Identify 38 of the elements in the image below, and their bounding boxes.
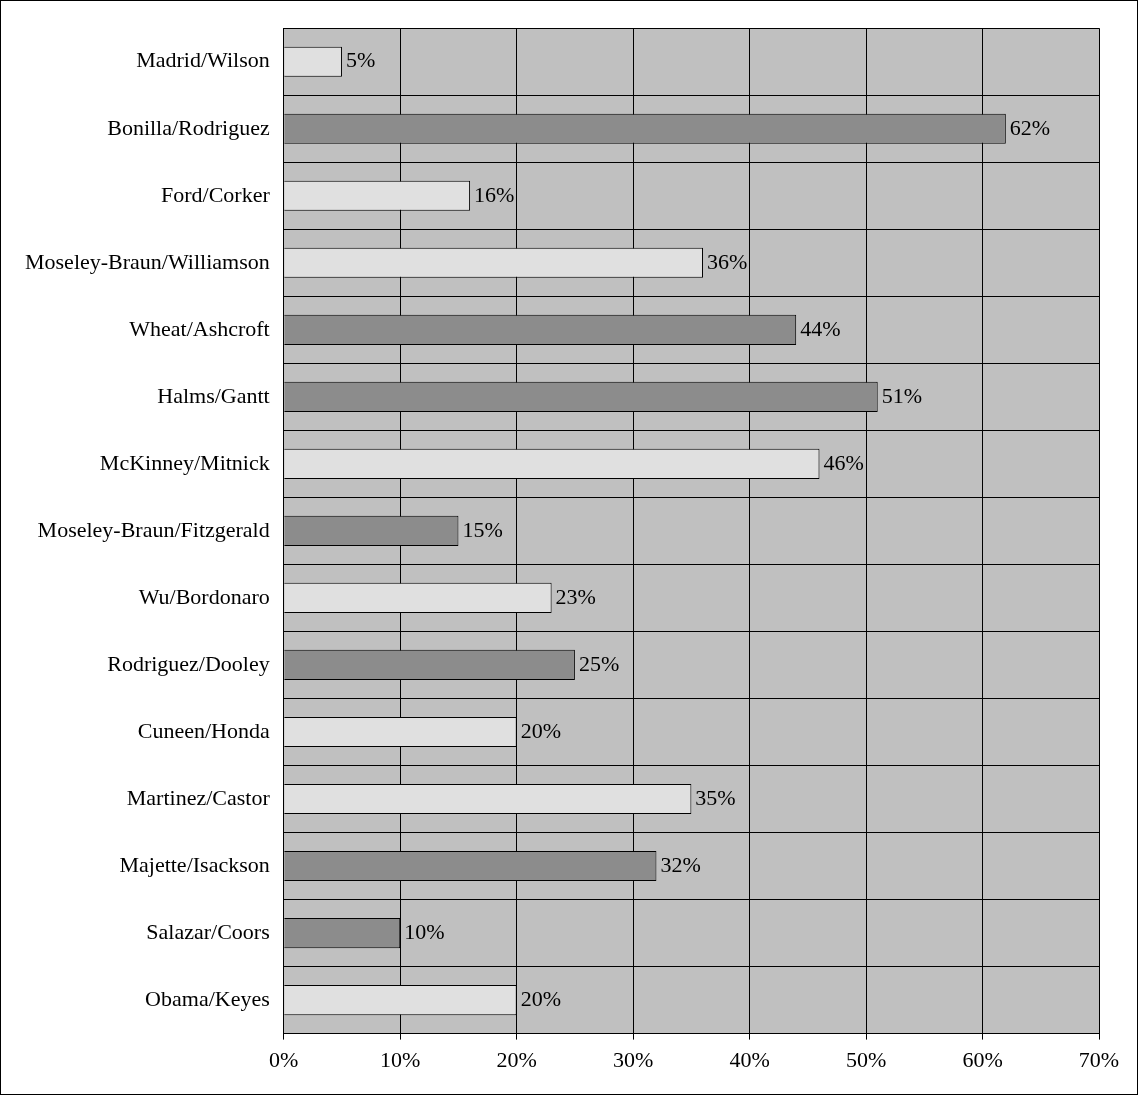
y-tick-label: Moseley-Braun/Fitzgerald (37, 516, 270, 542)
data-label: 5% (345, 47, 376, 73)
x-tick-label: 50% (845, 1046, 887, 1072)
x-tick-label: 30% (612, 1046, 654, 1072)
y-tick-label: Moseley-Braun/Williamson (24, 248, 270, 274)
y-tick-label: Madrid/Wilson (136, 47, 270, 73)
x-tick-label: 20% (496, 1046, 537, 1072)
data-label: 32% (660, 851, 701, 877)
x-tick-label: 70% (1078, 1046, 1120, 1072)
data-label: 46% (823, 449, 864, 475)
y-tick-label: Obama/Keyes (145, 985, 270, 1011)
x-tick-label: 10% (380, 1046, 421, 1072)
y-tick-label: Rodriguez/Dooley (107, 650, 270, 676)
data-label: 15% (462, 516, 503, 542)
data-label: 20% (520, 717, 561, 743)
y-tick-label: Bonilla/Rodriguez (107, 114, 270, 140)
y-tick-label: McKinney/Mitnick (99, 449, 270, 475)
y-tick-label: Majette/Isackson (119, 851, 270, 877)
x-tick-label: 40% (729, 1046, 770, 1072)
y-tick-label: Wheat/Ashcroft (129, 315, 270, 341)
data-label: 35% (695, 784, 736, 810)
data-label: 62% (1009, 114, 1051, 140)
y-tick-label: Wu/Bordonaro (138, 583, 270, 609)
x-tick-label: 60% (962, 1046, 1003, 1072)
data-label: 20% (520, 985, 561, 1011)
data-label: 51% (881, 382, 923, 408)
data-label: 44% (800, 315, 841, 341)
data-label: 16% (474, 181, 515, 207)
y-tick-label: Halms/Gantt (157, 382, 270, 408)
data-label: 23% (555, 583, 596, 609)
x-tick-label: 0% (269, 1046, 299, 1072)
y-tick-label: Martinez/Castor (126, 784, 271, 810)
y-tick-label: Cuneen/Honda (137, 717, 270, 743)
data-label: 25% (578, 650, 620, 676)
data-label: 36% (707, 248, 748, 274)
data-label: 10% (404, 918, 445, 944)
y-tick-label: Ford/Corker (160, 181, 271, 207)
y-tick-label: Salazar/Coors (146, 918, 270, 944)
